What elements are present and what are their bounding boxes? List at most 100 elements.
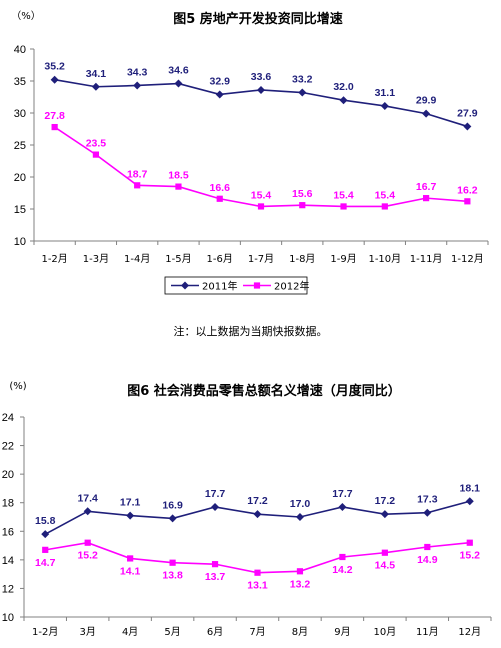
y-tick-label: 22 <box>2 441 14 453</box>
y-tick-label: 35 <box>14 76 26 88</box>
data-point <box>380 101 389 110</box>
data-label: 13.1 <box>247 580 268 592</box>
data-label: 27.9 <box>457 107 478 119</box>
x-tick-label: 1-6月 <box>207 253 233 265</box>
data-label: 14.5 <box>375 560 396 572</box>
data-note: 注：以上数据为当期快报数据。 <box>173 325 328 338</box>
x-tick-label: 1-2月 <box>41 253 67 265</box>
y-axis-unit: (%) <box>9 381 26 392</box>
data-label: 17.2 <box>375 495 396 507</box>
data-point <box>134 182 141 189</box>
data-point <box>91 82 100 91</box>
y-tick-label: 24 <box>2 412 14 424</box>
data-label: 14.1 <box>120 565 141 577</box>
data-label: 17.0 <box>290 498 311 510</box>
data-label: 15.4 <box>375 189 396 201</box>
data-label: 18.5 <box>168 170 189 182</box>
data-point <box>50 75 59 84</box>
data-label: 17.1 <box>120 497 141 509</box>
y-tick-label: 30 <box>14 108 26 120</box>
data-label: 27.8 <box>44 110 65 122</box>
y-tick-label: 14 <box>2 555 14 567</box>
y-tick-label: 40 <box>14 44 26 56</box>
chart-5: 图5 房地产开发投资同比增速 （%） 10 15 20 25 30 35 40 1-2月 1-3月 1… <box>11 10 489 295</box>
y-tick-label: 20 <box>2 469 14 481</box>
data-label: 17.7 <box>332 488 353 500</box>
x-tick-label: 1-11月 <box>410 253 443 265</box>
data-point <box>464 198 471 205</box>
data-point <box>41 530 50 539</box>
data-point <box>126 511 135 520</box>
data-label: 35.2 <box>44 61 65 73</box>
data-point <box>296 568 304 575</box>
series-line <box>45 541 470 574</box>
data-point <box>295 513 304 521</box>
data-label: 13.8 <box>162 570 183 582</box>
data-point <box>254 569 261 576</box>
data-label: 15.4 <box>333 189 354 201</box>
data-point <box>422 195 430 202</box>
data-point <box>466 539 473 546</box>
x-tick-label: 3月 <box>79 626 95 638</box>
y-axis-unit: （%） <box>11 10 41 22</box>
data-point <box>83 507 92 516</box>
legend-marker <box>253 282 261 289</box>
x-tick-label: 1-2月 <box>32 626 58 638</box>
x-tick-label: 7月 <box>249 626 265 638</box>
data-point <box>381 203 388 210</box>
data-label: 18.7 <box>127 168 148 180</box>
data-label: 32.0 <box>333 81 354 93</box>
data-label: 16.7 <box>416 181 437 193</box>
x-tick-label: 8月 <box>292 626 308 638</box>
data-label: 15.2 <box>77 550 98 562</box>
data-point <box>253 510 262 519</box>
chart-title: 图6 社会消费品零售总额名义增速（月度同比） <box>127 383 401 399</box>
x-tick-label: 1-12月 <box>451 253 484 265</box>
x-tick-label: 6月 <box>207 626 223 638</box>
data-point <box>257 203 265 210</box>
legend-label: 2012年 <box>274 280 309 293</box>
data-point <box>299 202 306 209</box>
data-label: 33.2 <box>292 74 313 86</box>
data-point <box>174 79 183 88</box>
data-point <box>340 203 347 210</box>
x-tick-label: 1-10月 <box>368 253 401 265</box>
y-tick-label: 25 <box>14 140 26 152</box>
data-point <box>169 559 176 566</box>
x-tick-label: 11月 <box>416 626 439 638</box>
data-label: 17.2 <box>247 495 268 507</box>
chart-title: 图5 房地产开发投资同比增速 <box>173 11 343 27</box>
data-label: 16.6 <box>210 182 231 194</box>
data-point <box>338 503 347 511</box>
y-tick-label: 10 <box>14 236 26 248</box>
legend-label: 2011年 <box>202 280 237 293</box>
series-2: 27.8 23.5 18.7 18.5 16.6 15.4 15.6 15.4 15.4 16.7… <box>44 110 478 210</box>
data-label: 18.1 <box>460 482 481 494</box>
series-1: 15.8 17.4 17.1 16.9 17.7 17.2 17.0 17.7 17.2 17.3… <box>35 482 481 539</box>
x-tick-label: 1-4月 <box>124 253 150 265</box>
data-label: 14.9 <box>417 554 438 566</box>
x-tick-label: 4月 <box>122 626 138 638</box>
legend-marker <box>181 281 189 290</box>
y-tick-label: 16 <box>2 526 14 538</box>
data-point <box>133 81 142 90</box>
data-label: 16.2 <box>457 184 478 196</box>
data-point <box>51 123 58 131</box>
data-point <box>175 183 182 190</box>
series-2: 14.7 15.2 14.1 13.8 13.7 13.1 13.2 14.2 14.5 14.9… <box>35 539 480 592</box>
data-point <box>339 553 346 561</box>
x-tick-label: 1-7月 <box>248 253 274 265</box>
chart-6: 图6 社会消费品零售总额名义增速（月度同比） (%) 10 12 14 16 18 20 22 2… <box>2 381 492 638</box>
x-tick-label: 9月 <box>334 626 350 638</box>
x-tick-label: 1-3月 <box>83 253 109 265</box>
x-tick-label: 10月 <box>373 626 396 638</box>
data-point <box>42 546 49 553</box>
data-point <box>298 88 307 97</box>
data-point <box>168 514 177 523</box>
legend-box <box>164 276 308 295</box>
x-tick-label: 5月 <box>164 626 180 638</box>
data-point <box>127 555 134 562</box>
data-point <box>424 543 431 551</box>
data-point <box>211 561 219 568</box>
